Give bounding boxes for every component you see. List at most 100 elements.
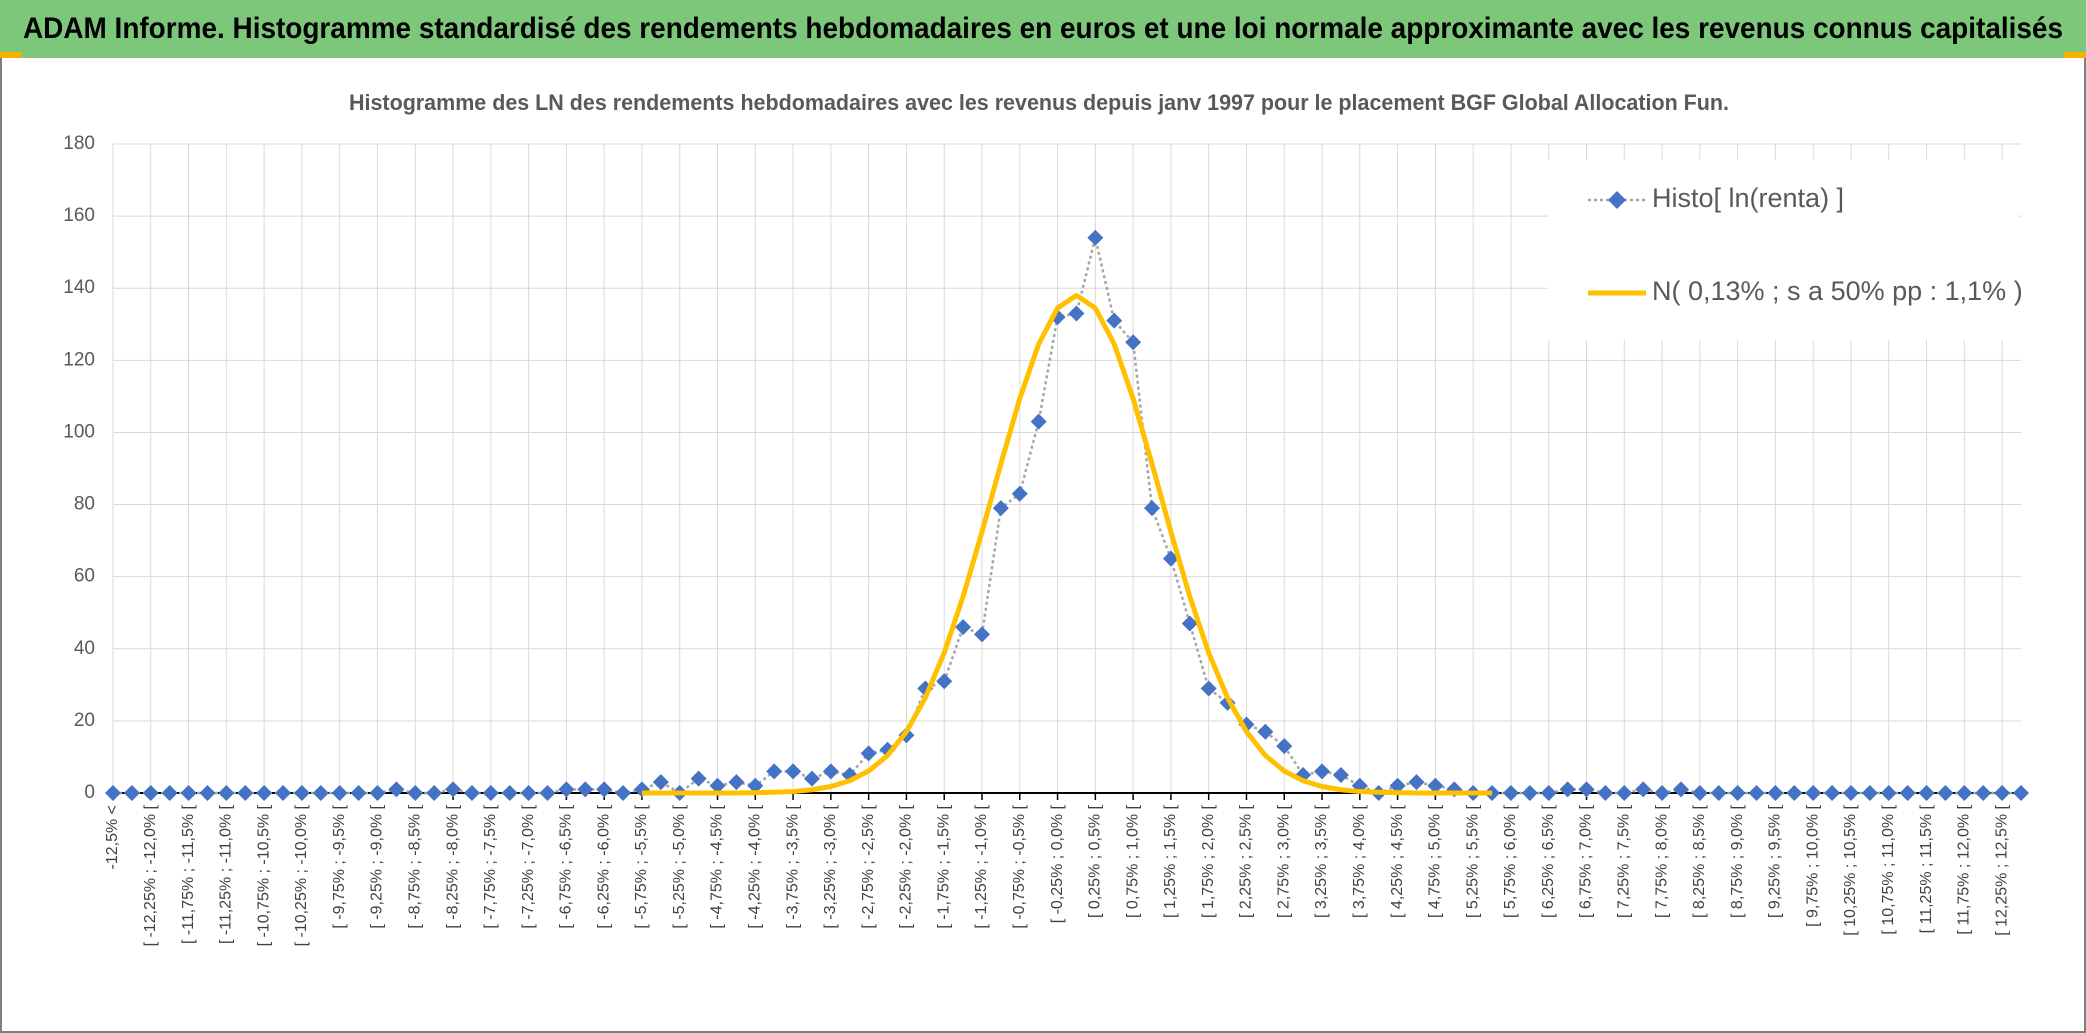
corner-mark bbox=[0, 52, 22, 58]
diamond-marker bbox=[1842, 785, 1859, 801]
x-tick-label: [ -10,75% ; -10,5% [ bbox=[255, 804, 272, 946]
diamond-marker bbox=[2013, 785, 2029, 801]
x-tick-label: [ -2,75% ; -2,5% [ bbox=[860, 804, 877, 928]
diamond-marker bbox=[709, 777, 726, 794]
x-tick-label: [ 4,75% ; 5,0% [ bbox=[1427, 804, 1444, 918]
diamond-marker bbox=[822, 763, 839, 780]
x-tick-label: [ -6,75% ; -6,5% [ bbox=[558, 804, 575, 928]
x-tick-label: [ -11,25% ; -11,0% [ bbox=[218, 804, 235, 944]
diamond-marker bbox=[1918, 785, 1935, 801]
x-tick-label: [ -4,25% ; -4,0% [ bbox=[747, 804, 764, 928]
diamond-marker bbox=[1408, 774, 1425, 791]
legend-marker bbox=[1608, 191, 1626, 209]
x-tick-label: [ -9,75% ; -9,5% [ bbox=[331, 804, 348, 928]
diamond-marker bbox=[520, 785, 537, 801]
diamond-marker bbox=[293, 785, 310, 801]
x-tick-label: [ 0,75% ; 1,0% [ bbox=[1124, 804, 1141, 918]
x-tick-label: [ -8,75% ; -8,5% [ bbox=[406, 804, 423, 928]
diamond-marker bbox=[1861, 785, 1878, 801]
x-tick-label: [ -1,75% ; -1,5% [ bbox=[935, 804, 952, 928]
diamond-marker bbox=[1975, 785, 1992, 801]
y-tick-label: 120 bbox=[63, 349, 95, 370]
diamond-marker bbox=[1106, 312, 1123, 329]
x-tick-label: [ 10,75% ; 11,0% [ bbox=[1880, 804, 1897, 934]
diamond-marker bbox=[1635, 781, 1652, 798]
y-tick-label: 0 bbox=[84, 782, 95, 803]
x-tick-label: [ 5,75% ; 6,0% [ bbox=[1502, 804, 1519, 918]
diamond-marker bbox=[426, 785, 443, 801]
diamond-marker bbox=[1786, 785, 1803, 801]
diamond-marker bbox=[652, 774, 669, 791]
x-tick-label: [ 4,25% ; 4,5% [ bbox=[1389, 804, 1406, 918]
diamond-marker bbox=[312, 785, 329, 801]
diamond-marker bbox=[1956, 785, 1973, 801]
x-tick-label: [ 8,75% ; 9,0% [ bbox=[1729, 804, 1746, 918]
x-tick-label: [ 10,25% ; 10,5% [ bbox=[1842, 804, 1859, 935]
diamond-marker bbox=[955, 619, 972, 636]
x-tick-label: [ 6,25% ; 6,5% [ bbox=[1540, 804, 1557, 918]
diamond-marker bbox=[1937, 785, 1954, 801]
diamond-marker bbox=[142, 785, 159, 801]
y-tick-label: 180 bbox=[63, 133, 95, 154]
x-tick-label: [ -3,25% ; -3,0% [ bbox=[822, 804, 839, 928]
x-tick-label: [ 1,75% ; 2,0% [ bbox=[1200, 804, 1217, 918]
diamond-marker bbox=[1654, 785, 1671, 801]
diamond-marker bbox=[1578, 781, 1595, 798]
chart-title: Histogramme des LN des rendements hebdom… bbox=[349, 90, 1729, 115]
diamond-marker bbox=[331, 785, 348, 801]
y-tick-label: 100 bbox=[63, 421, 95, 442]
diamond-marker bbox=[1144, 500, 1161, 517]
x-tick-label: [ -4,75% ; -4,5% [ bbox=[709, 804, 726, 928]
y-tick-label: 20 bbox=[74, 710, 95, 731]
diamond-marker bbox=[1767, 785, 1784, 801]
x-tick-label: [ 5,25% ; 5,5% [ bbox=[1464, 804, 1481, 918]
diamond-marker bbox=[1087, 229, 1104, 246]
x-tick-label: [ -11,75% ; -11,5% [ bbox=[180, 804, 197, 944]
diamond-marker bbox=[180, 785, 197, 801]
diamond-marker bbox=[785, 763, 802, 780]
diamond-marker bbox=[747, 777, 764, 794]
x-tick-label: [ 0,25% ; 0,5% [ bbox=[1087, 804, 1104, 918]
x-tick-label: [ 12,25% ; 12,5% [ bbox=[1993, 804, 2010, 935]
diamond-marker bbox=[936, 673, 953, 690]
diamond-marker bbox=[1748, 785, 1765, 801]
diamond-marker bbox=[1068, 305, 1085, 322]
diamond-marker bbox=[766, 763, 783, 780]
y-tick-label: 80 bbox=[74, 494, 95, 515]
diamond-marker bbox=[1824, 785, 1841, 801]
x-tick-label: [ 9,75% ; 10,0% [ bbox=[1804, 804, 1821, 926]
diamond-marker bbox=[1710, 785, 1727, 801]
x-tick-label: [ -12,25% ; -12,0% [ bbox=[142, 804, 159, 946]
diamond-marker bbox=[1540, 785, 1557, 801]
diamond-marker bbox=[1389, 777, 1406, 794]
diamond-marker bbox=[596, 781, 613, 798]
y-tick-label: 40 bbox=[74, 638, 95, 659]
diamond-marker bbox=[1332, 766, 1349, 783]
header-title: ADAM Informe. Histogramme standardisé de… bbox=[23, 12, 2063, 45]
x-tick-label: [ 1,25% ; 1,5% [ bbox=[1162, 804, 1179, 918]
diamond-marker bbox=[1616, 785, 1633, 801]
diamond-marker bbox=[1125, 334, 1142, 351]
x-tick-label: [ 7,75% ; 8,0% [ bbox=[1653, 804, 1670, 918]
x-tick-label: [ 2,25% ; 2,5% [ bbox=[1238, 804, 1255, 918]
diamond-marker bbox=[275, 785, 292, 801]
diamond-marker bbox=[237, 785, 254, 801]
diamond-marker bbox=[1257, 723, 1274, 740]
x-tick-label: -12,5% < bbox=[104, 805, 121, 869]
diamond-marker bbox=[350, 785, 367, 801]
diamond-marker bbox=[1030, 413, 1047, 430]
x-tick-label: [ -0,25% ; 0,0% [ bbox=[1049, 804, 1066, 923]
diamond-marker bbox=[1597, 785, 1614, 801]
diamond-marker bbox=[369, 785, 386, 801]
diamond-marker bbox=[1162, 550, 1179, 567]
x-tick-label: [ -1,25% ; -1,0% [ bbox=[973, 804, 990, 928]
diamond-marker bbox=[1729, 785, 1746, 801]
x-tick-label: [ 2,75% ; 3,0% [ bbox=[1275, 804, 1292, 918]
diamond-marker bbox=[992, 500, 1009, 517]
diamond-marker bbox=[728, 774, 745, 791]
y-tick-label: 140 bbox=[63, 277, 95, 298]
diamond-marker bbox=[973, 626, 990, 643]
diamond-marker bbox=[1994, 785, 2011, 801]
